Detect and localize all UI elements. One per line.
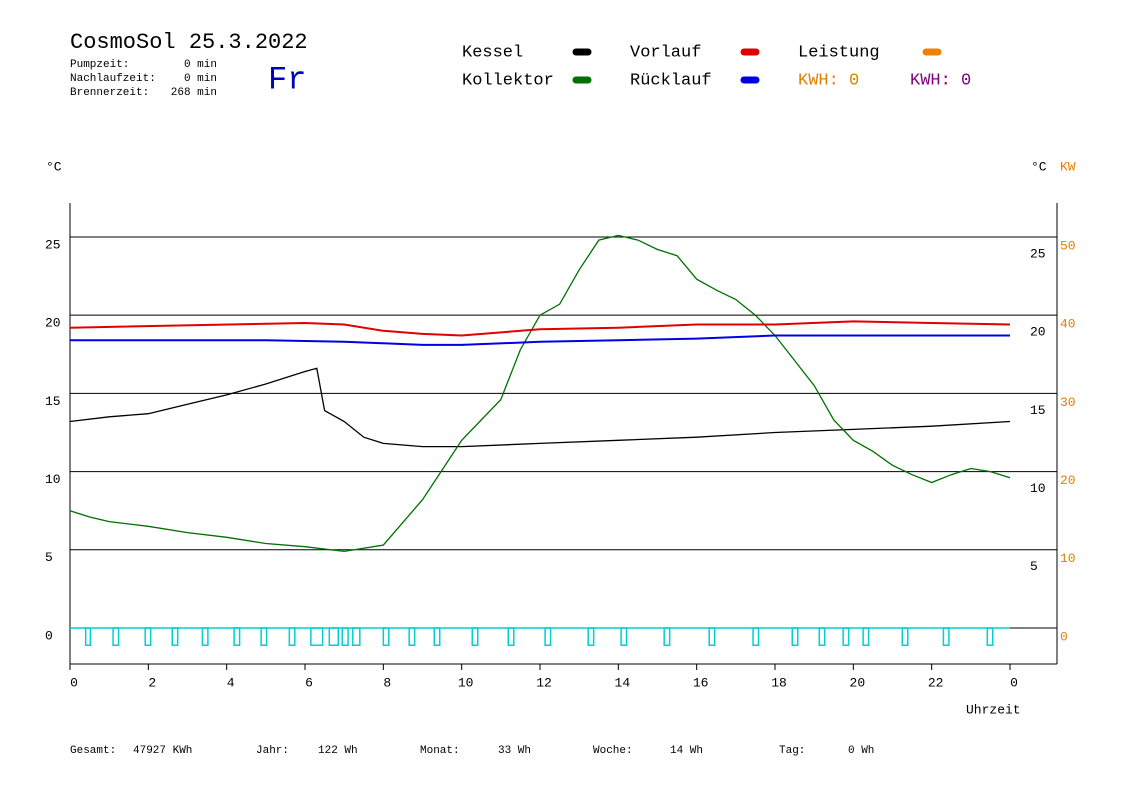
series-line	[70, 334, 1010, 346]
legend-label: Leistung	[798, 43, 880, 62]
pulse	[260, 627, 268, 646]
x-tick-label: 8	[383, 675, 391, 690]
footer-value: 14 Wh	[670, 745, 703, 757]
y-tick-label: 15	[45, 394, 61, 409]
pulse	[620, 627, 628, 646]
legend-label: Kessel	[462, 43, 523, 62]
footer-label: Gesamt:	[70, 745, 116, 757]
pulse	[507, 627, 515, 646]
title: CosmoSol 25.3.2022	[70, 30, 308, 55]
y-unit-right: °C	[1031, 159, 1047, 174]
weekday: Fr	[268, 61, 306, 98]
footer-value: 47927 KWh	[133, 745, 192, 757]
footer-label: Monat:	[420, 745, 460, 757]
pulse	[862, 627, 870, 646]
x-tick-label: 14	[615, 675, 631, 690]
pulse	[201, 627, 209, 646]
x-tick-label: 20	[850, 675, 866, 690]
pulse	[408, 627, 416, 646]
y2-tick-label: 20	[1060, 473, 1076, 488]
x-tick-label: 18	[771, 675, 787, 690]
footer-value: 33 Wh	[498, 745, 531, 757]
y-tick-label: 5	[45, 550, 53, 565]
legend-label: Vorlauf	[630, 43, 701, 62]
kwh-label: KWH: 0	[910, 71, 971, 90]
x-tick-label: 0	[70, 675, 78, 690]
pulse	[471, 627, 479, 646]
x-tick-label: 12	[536, 675, 552, 690]
stat-label: Nachlaufzeit:	[70, 73, 156, 85]
pulse	[171, 627, 179, 646]
series-line	[69, 320, 1011, 337]
series-line	[69, 234, 1011, 553]
pulse	[752, 627, 760, 646]
pulse	[382, 627, 390, 646]
x-tick-label: 0	[1010, 675, 1018, 690]
y-tick-label-right: 10	[1030, 481, 1046, 496]
pulse	[144, 627, 152, 646]
footer-label: Jahr:	[256, 745, 289, 757]
pulse	[791, 627, 799, 646]
x-tick-label: 2	[148, 675, 156, 690]
y-tick-label-right: 20	[1030, 325, 1046, 340]
stat-value: 0 min	[184, 59, 217, 71]
pulse	[818, 627, 826, 646]
pulse	[942, 627, 950, 646]
y2-tick-label: 40	[1060, 317, 1076, 332]
pulse	[288, 627, 296, 646]
y2-tick-label: 30	[1060, 395, 1076, 410]
y-tick-label-right: 15	[1030, 403, 1046, 418]
pulse	[310, 627, 324, 646]
legend-label: Rücklauf	[630, 71, 712, 90]
pulse	[587, 627, 595, 646]
footer-label: Tag:	[779, 745, 805, 757]
footer-label: Woche:	[593, 745, 633, 757]
x-tick-label: 16	[693, 675, 709, 690]
pulse	[84, 627, 92, 646]
x-tick-label: 10	[458, 675, 474, 690]
footer-value: 122 Wh	[318, 745, 358, 757]
y2-tick-label: 50	[1060, 238, 1076, 253]
y-tick-label: 20	[45, 316, 61, 331]
kwh-label: KWH: 0	[798, 71, 859, 90]
y-tick-label: 10	[45, 472, 61, 487]
pulse	[328, 627, 340, 646]
y-unit: °C	[46, 159, 62, 174]
stat-value: 268 min	[171, 87, 217, 99]
stat-label: Brennerzeit:	[70, 87, 149, 99]
x-tick-label: 4	[227, 675, 235, 690]
series-line	[69, 367, 1011, 448]
stat-label: Pumpzeit:	[70, 59, 129, 71]
x-tick-label: 22	[928, 675, 944, 690]
pulse	[842, 627, 850, 646]
y2-unit: KW	[1060, 159, 1076, 174]
footer-value: 0 Wh	[848, 745, 874, 757]
legend-label: Kollektor	[462, 71, 554, 90]
pulse	[986, 627, 994, 646]
pulse	[233, 627, 241, 646]
y-tick-label-right: 25	[1030, 246, 1046, 261]
x-label: Uhrzeit	[966, 702, 1021, 717]
pulse	[544, 627, 552, 646]
pulse	[433, 627, 441, 646]
pulse	[352, 627, 361, 646]
y2-tick-label: 10	[1060, 551, 1076, 566]
y-tick-label: 25	[45, 237, 61, 252]
y-tick-label: 0	[45, 628, 53, 643]
y-tick-label-right: 5	[1030, 559, 1038, 574]
pulse	[708, 627, 716, 646]
x-tick-label: 6	[305, 675, 313, 690]
pulse	[663, 627, 671, 646]
pulse	[901, 627, 909, 646]
pulse	[341, 627, 349, 646]
y2-tick-label: 0	[1060, 629, 1068, 644]
pulse	[112, 627, 120, 646]
stat-value: 0 min	[184, 73, 217, 85]
